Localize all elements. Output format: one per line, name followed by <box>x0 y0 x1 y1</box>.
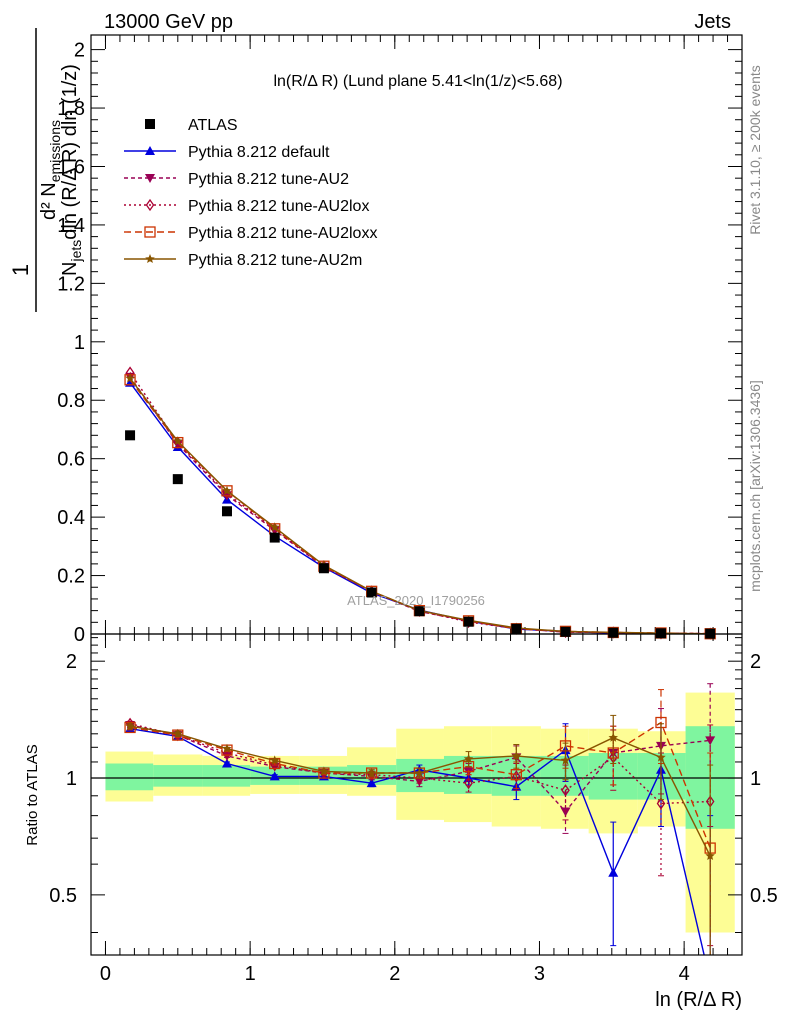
main-ytick-label: 0.8 <box>57 390 85 412</box>
ratio-panel: 0.5 0.5 1 1 2 2 0 1 2 3 4 <box>49 633 778 985</box>
atlas-point <box>125 430 136 441</box>
ratio-xtick-label: 0 <box>100 963 111 985</box>
main-point <box>125 373 135 383</box>
ratio-point <box>705 976 715 985</box>
main-ytick-label: 1.4 <box>57 215 85 237</box>
ratio-point <box>463 753 474 763</box>
ratio-point <box>656 797 666 810</box>
ratio-point <box>560 755 571 765</box>
main-point <box>221 485 233 497</box>
header-observable: Jets <box>694 11 731 33</box>
ratio-ytick-label: 2 <box>66 651 77 673</box>
main-ytick-label: 2 <box>74 40 85 62</box>
ratio-point <box>608 732 618 742</box>
ratio-point <box>464 777 473 790</box>
main-ytick-label: 0.6 <box>57 449 85 471</box>
ratio-point <box>656 752 666 762</box>
ratio-point <box>366 768 377 778</box>
ratio-point <box>125 721 135 731</box>
main-ytick-label: 1 <box>74 332 85 354</box>
legend-marker <box>145 174 155 183</box>
legend-label: Pythia 8.212 tune-AU2m <box>188 252 362 269</box>
atlas-point <box>414 606 425 617</box>
main-series-line <box>129 372 711 635</box>
atlas-point <box>366 587 377 598</box>
ratio-frame <box>90 633 743 956</box>
ratio-point <box>319 766 329 776</box>
plot-title: ln(R/Δ R) (Lund plane 5.41<ln(1/z)<5.68) <box>273 73 562 90</box>
main-ytick-label: 0 <box>74 624 85 646</box>
main-point <box>270 522 280 532</box>
legend-marker <box>145 254 155 263</box>
atlas-point <box>511 623 522 634</box>
ratio-point <box>222 743 232 753</box>
ratio-point <box>366 778 377 788</box>
ratio-point <box>705 850 715 860</box>
ratio-series-group <box>124 683 716 985</box>
legend-label: Pythia 8.212 default <box>188 144 330 161</box>
legend-label: Pythia 8.212 tune-AU2lox <box>188 198 369 215</box>
ratio-ytick-label-right: 2 <box>750 651 761 673</box>
ratio-ytick-label: 0.5 <box>49 885 77 907</box>
main-ytick-label: 0.2 <box>57 566 85 588</box>
ratio-point <box>221 758 232 768</box>
legend-label: Pythia 8.212 tune-AU2 <box>188 171 349 188</box>
uncertainty-band-inner <box>105 763 154 791</box>
ratio-point <box>414 768 425 778</box>
legend: ATLAS Pythia 8.212 default Pythia 8.212 tu… <box>124 117 377 269</box>
ratio-xtick-label: 3 <box>534 963 545 985</box>
ratio-ytick-label-right: 1 <box>750 768 761 790</box>
uncertainty-band-inner <box>202 765 251 787</box>
atlas-point <box>172 474 183 485</box>
main-point <box>222 485 232 495</box>
main-ylabel: 1 d² Nemissions Njetsdln (R/Δ R) dln (1/… <box>8 28 84 312</box>
legend-marker <box>145 119 155 129</box>
atlas-point <box>655 628 666 639</box>
main-ytick-label: 1.6 <box>57 156 85 178</box>
svg-text:1: 1 <box>8 264 33 276</box>
atlas-point <box>221 506 232 517</box>
atlas-point <box>463 616 474 627</box>
atlas-point <box>318 563 329 574</box>
main-point <box>172 440 183 450</box>
ratio-point <box>269 771 280 781</box>
ratio-point <box>511 750 522 760</box>
ratio-point <box>270 755 280 765</box>
analysis-watermark: ATLAS_2020_I1790256 <box>347 593 485 608</box>
rivet-label: Rivet 3.1.10, ≥ 200k events <box>747 65 763 235</box>
atlas-point <box>269 532 280 543</box>
atlas-point <box>608 627 619 638</box>
uncertainty-band-inner <box>153 765 203 787</box>
header-energy: 13000 GeV pp <box>104 11 233 33</box>
legend-label: Pythia 8.212 tune-AU2loxx <box>188 225 377 242</box>
ratio-ytick-label: 1 <box>66 768 77 790</box>
legend-marker <box>144 226 156 238</box>
svg-text:Njetsdln (R/Δ R) dln (1/z): Njetsdln (R/Δ R) dln (1/z) <box>59 64 84 276</box>
ratio-ytick-label-right: 0.5 <box>750 885 778 907</box>
legend-marker <box>145 198 155 212</box>
x-axis-label: ln (R/Δ R) <box>655 989 742 1011</box>
ratio-point <box>510 769 522 781</box>
main-ytick-label: 1.8 <box>57 98 85 120</box>
ratio-xtick-label: 1 <box>245 963 256 985</box>
ratio-point <box>173 728 183 738</box>
legend-marker <box>145 146 155 155</box>
ratio-xtick-label: 4 <box>679 963 690 985</box>
ratio-xtick-label: 2 <box>389 963 400 985</box>
mcplots-label: mcplots.cern.ch [arXiv:1306.3436] <box>747 380 763 592</box>
atlas-point <box>560 626 571 637</box>
main-panel: 0 0.2 0.4 0.6 0.8 1 1.2 1.4 1.6 1.8 2 <box>57 34 743 646</box>
ratio-point <box>608 867 619 877</box>
legend-label: ATLAS <box>188 117 238 134</box>
main-ytick-label: 1.2 <box>57 273 85 295</box>
main-ytick-label: 0.4 <box>57 507 85 529</box>
ratio-point <box>561 784 570 797</box>
main-point <box>173 436 183 446</box>
ratio-ylabel: Ratio to ATLAS <box>24 744 41 845</box>
